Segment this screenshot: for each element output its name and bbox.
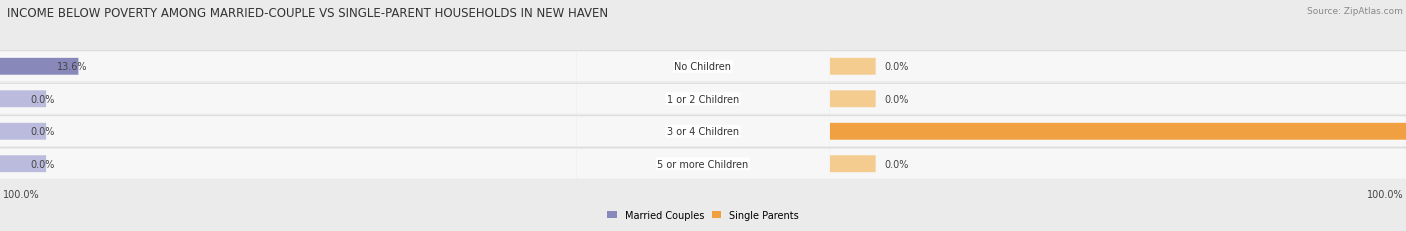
Text: 100.0%: 100.0% xyxy=(3,189,39,199)
Text: No Children: No Children xyxy=(675,62,731,72)
Text: 3 or 4 Children: 3 or 4 Children xyxy=(666,127,740,137)
FancyBboxPatch shape xyxy=(830,156,876,172)
Text: 0.0%: 0.0% xyxy=(884,62,908,72)
FancyBboxPatch shape xyxy=(0,117,576,146)
Text: 1 or 2 Children: 1 or 2 Children xyxy=(666,94,740,104)
FancyBboxPatch shape xyxy=(0,85,576,114)
FancyBboxPatch shape xyxy=(830,52,1406,82)
FancyBboxPatch shape xyxy=(0,149,576,179)
FancyBboxPatch shape xyxy=(830,149,1406,179)
Text: 13.6%: 13.6% xyxy=(56,62,87,72)
Text: 0.0%: 0.0% xyxy=(31,127,55,137)
Text: 5 or more Children: 5 or more Children xyxy=(658,159,748,169)
FancyBboxPatch shape xyxy=(0,59,79,75)
Text: 0.0%: 0.0% xyxy=(884,159,908,169)
Text: 0.0%: 0.0% xyxy=(31,159,55,169)
FancyBboxPatch shape xyxy=(830,117,1406,146)
Text: INCOME BELOW POVERTY AMONG MARRIED-COUPLE VS SINGLE-PARENT HOUSEHOLDS IN NEW HAV: INCOME BELOW POVERTY AMONG MARRIED-COUPL… xyxy=(7,7,609,20)
Text: 0.0%: 0.0% xyxy=(31,94,55,104)
FancyBboxPatch shape xyxy=(0,123,46,140)
FancyBboxPatch shape xyxy=(830,91,876,108)
FancyBboxPatch shape xyxy=(0,91,46,108)
Text: 100.0%: 100.0% xyxy=(1367,189,1403,199)
FancyBboxPatch shape xyxy=(830,85,1406,114)
FancyBboxPatch shape xyxy=(576,117,830,146)
FancyBboxPatch shape xyxy=(576,149,830,179)
FancyBboxPatch shape xyxy=(0,156,46,172)
FancyBboxPatch shape xyxy=(576,52,830,82)
FancyBboxPatch shape xyxy=(576,85,830,114)
Text: Source: ZipAtlas.com: Source: ZipAtlas.com xyxy=(1308,7,1403,16)
FancyBboxPatch shape xyxy=(830,59,876,75)
FancyBboxPatch shape xyxy=(0,52,576,82)
Legend: Married Couples, Single Parents: Married Couples, Single Parents xyxy=(603,206,803,224)
Text: 0.0%: 0.0% xyxy=(884,94,908,104)
FancyBboxPatch shape xyxy=(830,123,1406,140)
